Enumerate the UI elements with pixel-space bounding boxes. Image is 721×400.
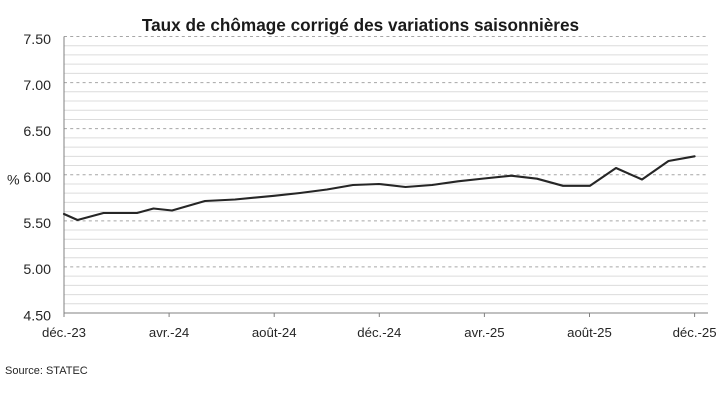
svg-text:déc.-23: déc.-23 [42, 325, 86, 340]
svg-text:5.00: 5.00 [23, 262, 51, 278]
svg-text:%: % [7, 172, 20, 188]
svg-text:août-24: août-24 [252, 325, 297, 340]
svg-text:août-25: août-25 [567, 325, 612, 340]
svg-text:6.00: 6.00 [23, 170, 51, 186]
svg-text:4.50: 4.50 [23, 308, 51, 324]
svg-text:6.50: 6.50 [23, 124, 51, 140]
svg-text:5.50: 5.50 [23, 216, 51, 232]
svg-text:déc.-25: déc.-25 [673, 325, 717, 340]
svg-text:7.50: 7.50 [23, 32, 51, 48]
svg-text:7.00: 7.00 [23, 78, 51, 94]
svg-text:avr.-25: avr.-25 [464, 325, 504, 340]
svg-text:déc.-24: déc.-24 [357, 325, 401, 340]
svg-text:avr.-24: avr.-24 [149, 325, 189, 340]
